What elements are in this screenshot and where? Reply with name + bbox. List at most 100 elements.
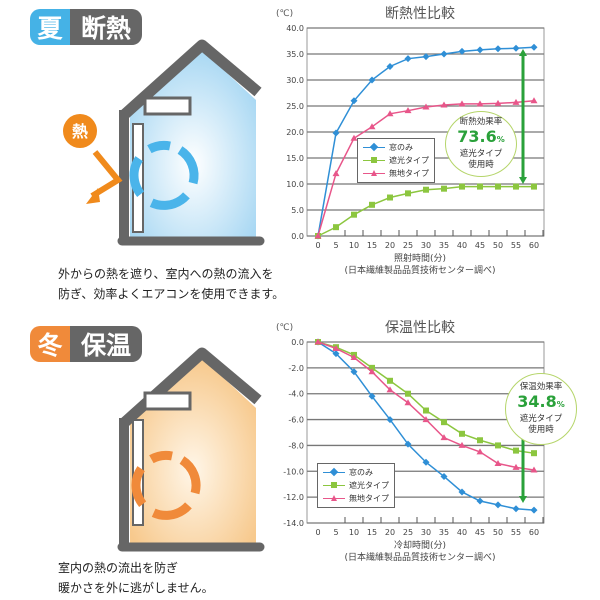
x-tick-label: 40 <box>457 528 467 537</box>
data-point <box>531 183 537 190</box>
legend-square-icon <box>323 482 345 488</box>
x-tick-label: 50 <box>493 241 503 250</box>
data-point <box>476 497 484 505</box>
series-遮光タイプ <box>315 183 537 239</box>
data-point <box>459 183 465 190</box>
data-point <box>495 442 501 449</box>
y-tick-label: -14.0 <box>283 519 304 528</box>
x-tick-label: 5 <box>333 241 338 250</box>
data-point <box>477 183 483 190</box>
legend-item: 遮光タイプ <box>323 479 389 492</box>
x-axis-label: 冷却時間(分) <box>394 539 446 551</box>
x-tick-label: 60 <box>529 528 539 537</box>
y-tick-label: -2.0 <box>288 364 304 373</box>
x-tick-label: 0 <box>315 241 320 250</box>
data-point <box>314 338 322 345</box>
y-unit-label: (℃) <box>276 323 293 333</box>
x-tick-label: 25 <box>403 528 413 537</box>
series-窓のみ <box>314 43 538 240</box>
source-note: (日本繊維製品品質技術センター調べ) <box>344 551 495 563</box>
data-point <box>386 110 394 117</box>
data-point <box>458 47 466 55</box>
data-point <box>422 416 430 423</box>
data-point <box>350 368 358 376</box>
series-無地タイプ <box>314 338 538 473</box>
legend-diamond-icon <box>363 142 385 152</box>
data-point <box>368 123 376 130</box>
description-line: 外からの熱を遮り、室内への熱の流入を <box>58 267 274 281</box>
callout-line: 使用時 <box>528 425 554 435</box>
data-point <box>440 472 448 480</box>
data-point <box>495 183 501 190</box>
summer-description: 外からの熱を遮り、室内への熱の流入を 防ぎ、効率よくエアコンを使用できます。 <box>58 264 284 304</box>
winter-house-icon <box>117 347 265 552</box>
y-tick-label: -8.0 <box>288 441 304 450</box>
legend-square-icon <box>363 157 385 163</box>
legend-label: 無地タイプ <box>389 169 429 178</box>
data-point <box>476 46 484 54</box>
legend-diamond-icon <box>323 467 345 477</box>
data-point <box>351 211 357 218</box>
data-point <box>512 44 520 52</box>
data-point <box>494 460 502 467</box>
arrow-head-icon <box>519 49 527 56</box>
data-point <box>441 419 447 426</box>
description-line: 室内の熱の流出を防ぎ <box>58 561 179 575</box>
x-tick-label: 20 <box>385 241 395 250</box>
x-tick-label: 15 <box>367 241 377 250</box>
y-tick-label: -4.0 <box>288 390 304 399</box>
legend-label: 無地タイプ <box>349 494 389 503</box>
x-tick-label: 0 <box>315 528 320 537</box>
data-point <box>440 50 448 58</box>
callout-line: 遮光タイプ <box>519 414 563 424</box>
data-point <box>404 55 412 63</box>
x-tick-label: 20 <box>385 528 395 537</box>
x-tick-label: 30 <box>421 241 431 250</box>
callout-line: 使用時 <box>468 160 494 170</box>
data-point <box>405 190 411 197</box>
data-point <box>369 201 375 208</box>
data-point <box>440 434 448 441</box>
series-無地タイプ <box>314 97 538 239</box>
x-tick-label: 50 <box>493 528 503 537</box>
x-tick-label: 45 <box>475 528 485 537</box>
y-tick-label: -10.0 <box>283 467 304 476</box>
data-point <box>332 350 340 358</box>
chart-legend: 窓のみ 遮光タイプ 無地タイプ <box>357 138 435 183</box>
data-point <box>512 505 520 513</box>
data-point <box>386 416 394 424</box>
y-tick-label: 5.0 <box>291 206 304 215</box>
data-point <box>494 99 502 106</box>
data-point <box>332 344 340 351</box>
legend-label: 遮光タイプ <box>349 481 389 490</box>
data-point <box>404 440 412 448</box>
legend-item: 無地タイプ <box>363 167 429 180</box>
data-point <box>458 488 466 496</box>
description-line: 暖かさを外に逃がしません。 <box>58 581 214 595</box>
x-tick-label: 55 <box>511 241 521 250</box>
y-tick-label: 0.0 <box>291 338 304 347</box>
y-tick-label: -12.0 <box>283 493 304 502</box>
data-point <box>530 43 538 51</box>
chart-title: 保温性比較 <box>385 320 455 336</box>
data-point <box>441 185 447 192</box>
season-label: 夏 <box>30 9 70 45</box>
callout-value: 34.8 <box>517 392 557 411</box>
summer-house-icon: 熱 <box>63 39 265 246</box>
circulation-arrows-icon <box>131 450 201 520</box>
data-point <box>513 183 519 190</box>
data-point <box>422 53 430 61</box>
y-tick-label: 40.0 <box>286 24 304 33</box>
legend-triangle-icon <box>323 495 345 501</box>
data-point <box>387 194 393 201</box>
y-tick-label: 20.0 <box>286 128 304 137</box>
data-point <box>332 129 340 137</box>
legend-item: 遮光タイプ <box>363 154 429 167</box>
winter-badge: 冬 保温 <box>30 326 142 362</box>
data-point <box>333 224 339 231</box>
winter-description: 室内の熱の流出を防ぎ 暖かさを外に逃がしません。 <box>58 558 214 598</box>
data-point <box>458 441 466 448</box>
data-point <box>513 447 519 454</box>
data-point <box>386 62 394 70</box>
x-axis-label: 照射時間(分) <box>394 252 446 264</box>
